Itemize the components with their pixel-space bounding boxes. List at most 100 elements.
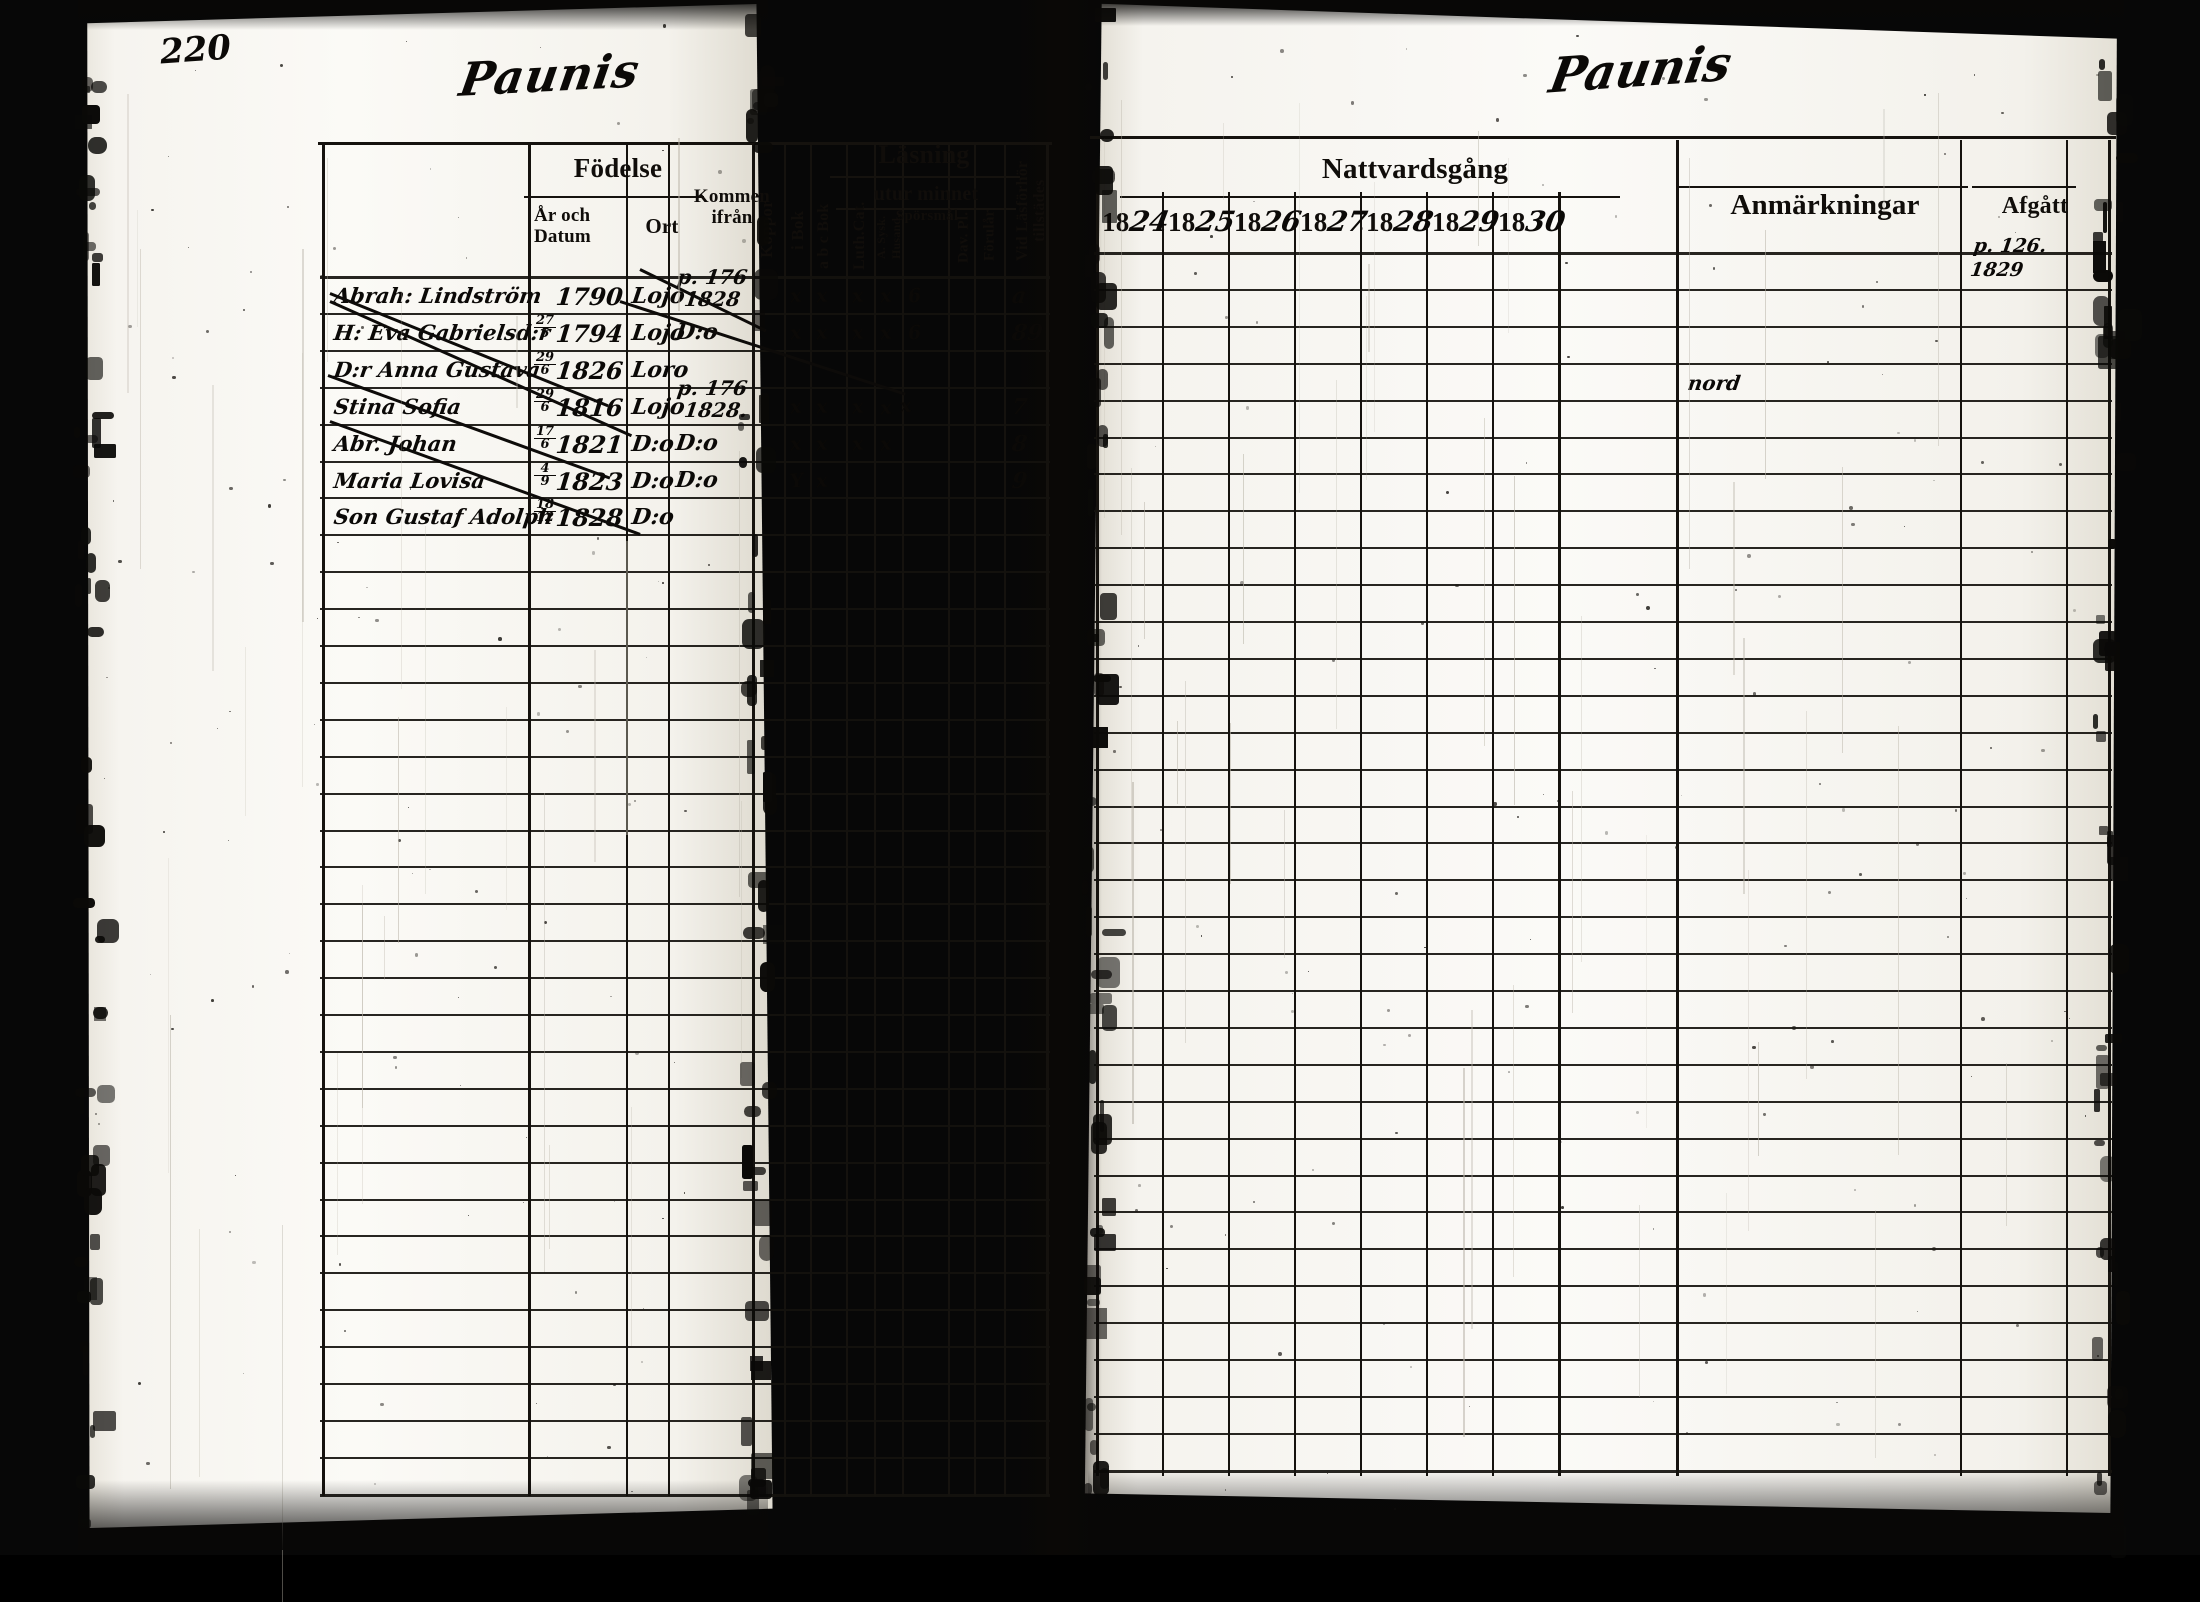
table-rule-horizontal	[320, 1346, 1050, 1348]
year-prefix: 18	[1300, 207, 1328, 237]
table-rule-horizontal	[320, 1235, 1050, 1237]
cell-attendance: a	[1010, 283, 1028, 309]
cell-reading-mark: x	[850, 395, 866, 419]
table-rule-vertical	[810, 144, 812, 1496]
cell-attendance: 89	[1010, 319, 1044, 346]
cell-birth-daymonth: 18 12	[534, 497, 556, 526]
header-fodelse: Födelse	[573, 152, 663, 183]
table-rule-horizontal	[1094, 1064, 2112, 1066]
table-rule-vertical	[1360, 192, 1362, 1476]
table-rule-vertical	[1162, 192, 1164, 1476]
table-rule-vertical	[846, 144, 848, 1496]
year-prefix: 18	[1168, 207, 1196, 237]
table-rule-vertical	[1294, 192, 1296, 1476]
cell-reading-mark: x	[814, 284, 830, 308]
right-page: Paunis Nattvardsgång Anmärkningar Afgått…	[1060, 0, 2200, 1555]
communion-year-header: 18 27	[1300, 205, 1370, 238]
table-rule-vertical	[1004, 144, 1006, 1496]
table-rule-horizontal	[1094, 547, 2112, 549]
table-rule-horizontal	[1094, 806, 2112, 808]
table-rule-horizontal	[320, 1162, 1050, 1164]
cell-came-from: D:o	[674, 429, 720, 456]
table-rule-horizontal	[320, 1125, 1050, 1127]
table-rule-horizontal	[320, 682, 1050, 684]
table-rule-horizontal	[1094, 769, 2112, 771]
table-rule-horizontal	[320, 977, 1050, 979]
table-rule-horizontal	[1094, 1027, 2112, 1029]
cell-birth-place: D:o	[630, 504, 676, 531]
cell-came-from: D:o	[674, 466, 720, 493]
table-rule-vertical	[528, 144, 531, 1496]
table-rule-horizontal	[1094, 916, 2112, 918]
cell-reading-mark: x	[814, 468, 830, 493]
table-rule-horizontal	[1094, 1359, 2112, 1361]
table-rule-horizontal	[1094, 1175, 2112, 1177]
table-rule-horizontal	[1120, 196, 1620, 198]
table-rule-horizontal	[1094, 1248, 2112, 1250]
left-table	[0, 0, 1060, 1555]
cell-birth-year: 1821	[554, 429, 625, 459]
cell-remarks: nord	[1686, 370, 1743, 395]
table-rule-horizontal	[320, 1457, 1050, 1459]
table-rule-horizontal	[1094, 990, 2112, 992]
table-rule-vertical	[1096, 192, 1099, 1476]
table-rule-horizontal	[1090, 136, 2116, 139]
header-ar-och-datum: År och Datum	[534, 205, 591, 247]
left-table-body: Abrah: Lindström 1790 Lojo p. 176 1828 x x x x 6 a…	[0, 0, 1060, 1555]
cell-came-from: p. 176 1828.	[675, 375, 749, 422]
header-lasning: Läsning	[878, 140, 970, 169]
table-rule-horizontal	[320, 793, 1050, 795]
communion-year-header: 18 30	[1498, 205, 1568, 238]
table-rule-horizontal	[320, 461, 1050, 463]
cell-departed: p. 126. 1829	[1968, 235, 2049, 281]
year-prefix: 18	[1234, 207, 1262, 237]
table-rule-horizontal	[1094, 658, 2112, 660]
table-rule-horizontal	[320, 1309, 1050, 1311]
cell-birth-year: 1794	[554, 318, 625, 348]
table-rule-horizontal	[320, 387, 1050, 389]
table-rule-horizontal	[1094, 584, 2112, 586]
cell-attendance: 9	[1010, 467, 1029, 494]
header-afgatt: Afgått	[2001, 192, 2069, 219]
table-rule-horizontal	[524, 196, 704, 198]
year-prefix: 18	[1366, 207, 1394, 237]
table-rule-vertical	[322, 144, 325, 1496]
table-rule-vertical	[974, 144, 976, 1496]
table-rule-horizontal	[1094, 1211, 2112, 1213]
cell-birth-daymonth: 17 6	[534, 423, 556, 452]
cell-birth-place: Loro	[630, 356, 691, 383]
table-rule-horizontal	[320, 1051, 1050, 1053]
cell-reading-mark: x	[878, 321, 894, 345]
table-rule-horizontal	[1094, 326, 2112, 328]
table-rule-horizontal	[320, 276, 1050, 279]
table-rule-horizontal	[1094, 1285, 2112, 1287]
header-kommen-ifran: Kommen ifrån	[693, 186, 771, 228]
table-rule-vertical	[1046, 144, 1049, 1496]
cell-name: Son Gustaf Adolph	[332, 504, 556, 530]
table-rule-horizontal	[1094, 400, 2112, 402]
communion-year-header: 18 29	[1432, 205, 1502, 238]
right-table-body: p. 126. 1829 nord	[1060, 0, 2200, 1555]
table-rule-horizontal	[1094, 473, 2112, 475]
table-rule-horizontal	[320, 940, 1050, 942]
table-rule-vertical	[668, 144, 670, 1496]
cell-reading-mark: x	[850, 284, 866, 308]
cell-reading-mark: x	[814, 321, 830, 345]
table-rule-horizontal	[1094, 879, 2112, 881]
table-rule-horizontal	[1094, 621, 2112, 623]
table-rule-vertical	[626, 144, 628, 1496]
table-rule-horizontal	[320, 1199, 1050, 1201]
cell-reading-mark: x	[814, 432, 830, 456]
cell-birth-daymonth: 29 6	[534, 349, 556, 378]
cell-reading-mark: x	[850, 432, 866, 456]
table-rule-horizontal	[320, 424, 1050, 426]
table-rule-horizontal	[830, 176, 1020, 178]
table-rule-vertical	[752, 144, 755, 1496]
table-rule-horizontal	[320, 1272, 1050, 1274]
cell-reading-mark: Y	[788, 468, 806, 493]
cell-attendance: 8	[1010, 430, 1029, 457]
table-rule-horizontal	[320, 645, 1050, 647]
cell-reading-mark: x	[878, 284, 894, 308]
table-rule-horizontal	[1676, 186, 1968, 188]
header-utur-minnet: utur minnet	[873, 182, 979, 205]
